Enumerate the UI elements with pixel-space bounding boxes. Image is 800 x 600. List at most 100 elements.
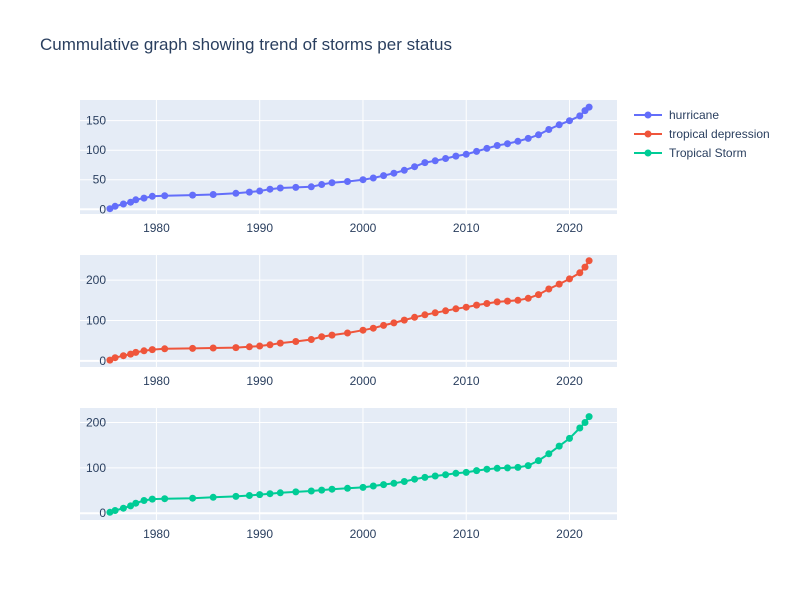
data-point [483, 300, 491, 307]
data-point [442, 307, 450, 315]
data-point [421, 159, 429, 167]
data-point [266, 185, 274, 193]
data-point [545, 285, 553, 293]
data-point [431, 309, 439, 317]
data-point [276, 489, 284, 497]
data-point [307, 487, 315, 495]
x-tick-label: 2000 [350, 527, 377, 541]
data-point [161, 495, 169, 503]
x-tick-label: 2010 [453, 374, 480, 388]
data-point [390, 479, 398, 487]
data-point [209, 191, 217, 198]
data-point [344, 178, 351, 185]
data-point [106, 356, 114, 364]
data-point [106, 205, 114, 213]
legend-item-hurricane[interactable]: hurricane [634, 108, 719, 122]
data-point [132, 348, 140, 356]
data-point [555, 442, 563, 450]
data-point [452, 469, 460, 477]
subplot-1: 1980 1990 2000 2010 2020 0 50 100 150 [80, 100, 617, 235]
data-point [576, 269, 584, 277]
y-tick-label: 200 [86, 273, 106, 287]
y-tick-label: 0 [99, 506, 106, 520]
data-point [504, 464, 511, 472]
data-point [111, 354, 119, 362]
data-point [400, 316, 408, 324]
y-tick-label: 0 [99, 354, 106, 368]
y-tick-label: 200 [86, 416, 106, 430]
x-tick-label: 2020 [556, 374, 583, 388]
data-point [307, 336, 315, 343]
data-point [148, 495, 156, 503]
data-point [524, 294, 532, 302]
data-point [276, 184, 284, 192]
data-point [369, 482, 377, 490]
data-point [581, 419, 589, 426]
data-point [256, 491, 264, 499]
data-point [380, 172, 388, 180]
legend-label: tropical depression [669, 127, 770, 141]
data-point [421, 311, 429, 319]
x-tick-label: 1980 [143, 221, 170, 235]
data-point [127, 502, 135, 510]
y-tick-label: 100 [86, 314, 106, 328]
plot-background [80, 255, 617, 367]
data-point [566, 117, 573, 125]
data-point [318, 486, 326, 494]
data-point [292, 488, 300, 496]
y-tick-label: 100 [86, 143, 106, 157]
data-point [380, 321, 388, 329]
legend-label: hurricane [669, 108, 719, 122]
data-point [148, 192, 156, 200]
legend-item-tropical-depression[interactable]: tropical depression [634, 127, 770, 141]
data-point [328, 179, 336, 187]
data-point [514, 463, 522, 471]
data-point [473, 467, 481, 475]
data-point [189, 191, 197, 199]
data-point [483, 144, 491, 152]
data-point [462, 303, 470, 311]
data-point [514, 137, 522, 145]
data-point [493, 464, 501, 472]
data-point [127, 198, 135, 206]
data-point [140, 497, 148, 504]
data-point [232, 344, 240, 352]
data-point [462, 150, 470, 158]
data-point [380, 481, 388, 489]
data-point [148, 346, 156, 354]
y-tick-label: 0 [99, 202, 106, 216]
data-point [524, 462, 532, 470]
x-tick-label: 1980 [143, 527, 170, 541]
data-point [209, 493, 217, 501]
legend-item-tropical-storm[interactable]: Tropical Storm [634, 146, 747, 160]
data-point [111, 507, 119, 514]
x-tick-label: 2020 [556, 221, 583, 235]
data-point [119, 200, 127, 208]
data-point [555, 280, 563, 288]
data-point [344, 484, 351, 492]
x-tick-label: 2000 [350, 374, 377, 388]
subplot-3: 1980 1990 2000 2010 2020 0 100 200 [80, 408, 617, 541]
data-point [585, 103, 593, 111]
data-point [245, 492, 253, 499]
data-point [161, 345, 169, 353]
x-tick-label: 2010 [453, 527, 480, 541]
data-point [266, 341, 274, 349]
x-tick-label: 1990 [246, 221, 273, 235]
legend[interactable]: hurricane tropical depression Tropical Sto… [634, 108, 770, 160]
data-point [369, 324, 377, 332]
x-tick-label: 1980 [143, 374, 170, 388]
data-point [111, 202, 119, 210]
x-tick-label: 1990 [246, 527, 273, 541]
data-point [473, 147, 481, 155]
data-point [585, 257, 593, 265]
plot-background [80, 408, 617, 520]
data-point [431, 472, 439, 480]
data-point [245, 188, 253, 196]
data-point [328, 485, 336, 493]
data-point [411, 313, 419, 321]
data-point [256, 342, 264, 350]
data-point [452, 152, 460, 160]
